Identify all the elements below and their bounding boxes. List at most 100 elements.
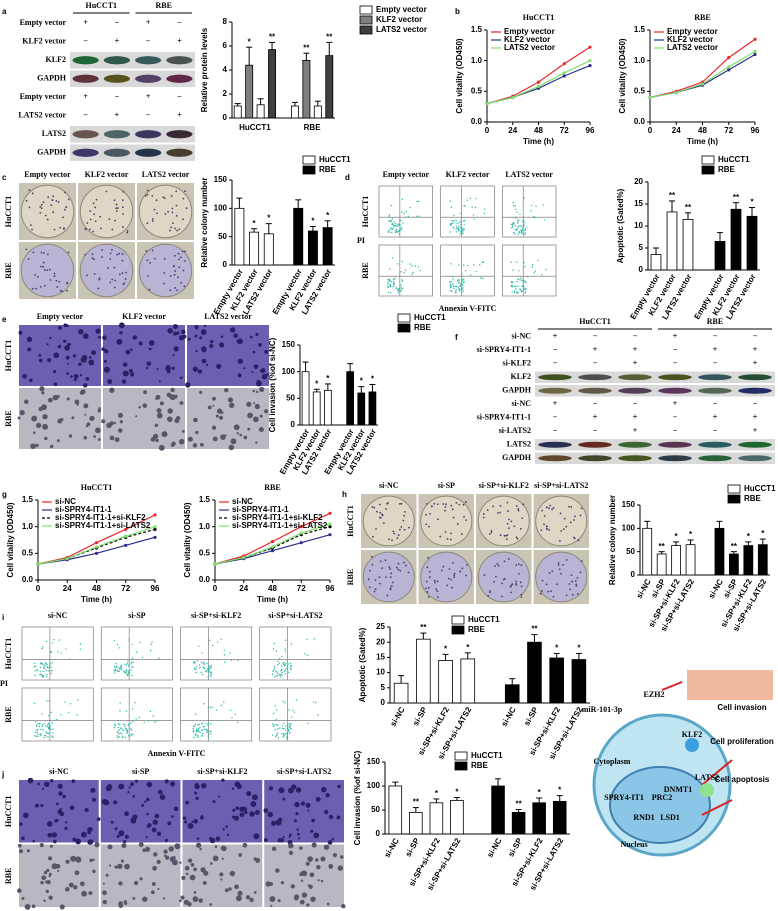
cell bbox=[70, 855, 77, 862]
cell bbox=[250, 801, 257, 807]
event bbox=[40, 734, 42, 737]
cell bbox=[280, 881, 285, 885]
event bbox=[523, 265, 526, 268]
event bbox=[461, 273, 463, 276]
blot-sign: − bbox=[593, 359, 598, 368]
bar bbox=[293, 207, 304, 266]
event bbox=[117, 670, 119, 673]
column-header: Empty vector bbox=[37, 312, 84, 321]
y-tick-label: 50 bbox=[218, 232, 227, 241]
colony bbox=[121, 272, 124, 275]
cell bbox=[71, 779, 76, 784]
cell bbox=[196, 837, 200, 840]
significance: * bbox=[267, 214, 271, 223]
column-header: LATS2 vector bbox=[142, 170, 190, 179]
event bbox=[285, 662, 287, 664]
colony bbox=[494, 565, 496, 567]
x-tick-label: si-SP bbox=[506, 836, 524, 858]
colony bbox=[181, 250, 184, 253]
colony bbox=[113, 199, 116, 202]
cell bbox=[164, 779, 169, 784]
event bbox=[290, 668, 292, 671]
cell bbox=[212, 436, 218, 442]
cell bbox=[217, 795, 221, 798]
blot-row-label: si-NC bbox=[511, 332, 531, 341]
cell bbox=[145, 366, 149, 370]
cell bbox=[267, 811, 273, 818]
panel-letter: e bbox=[2, 315, 7, 324]
colony bbox=[579, 571, 582, 574]
event bbox=[456, 227, 458, 229]
blot-row-label: GAPDH bbox=[502, 453, 532, 462]
event bbox=[462, 230, 464, 232]
y-tick-label: 1.0 bbox=[634, 56, 646, 65]
colony bbox=[541, 579, 544, 582]
colony bbox=[378, 576, 381, 579]
event bbox=[284, 701, 286, 704]
colony bbox=[381, 567, 384, 570]
colony bbox=[545, 583, 548, 586]
event bbox=[113, 726, 115, 729]
point bbox=[124, 527, 128, 531]
event bbox=[50, 652, 52, 654]
significance: ** bbox=[669, 191, 676, 200]
event bbox=[463, 281, 465, 283]
colony bbox=[118, 252, 121, 255]
event bbox=[34, 731, 37, 733]
cell bbox=[164, 838, 169, 843]
colony bbox=[149, 262, 152, 264]
event bbox=[515, 229, 518, 231]
event bbox=[389, 220, 391, 222]
event bbox=[130, 722, 132, 725]
event bbox=[114, 725, 116, 727]
event bbox=[515, 208, 517, 210]
column-header: LATS2 vector bbox=[505, 170, 553, 179]
event bbox=[521, 232, 523, 235]
colony bbox=[163, 282, 166, 285]
bar bbox=[325, 55, 334, 119]
x-tick-label: 24 bbox=[239, 584, 248, 593]
colony bbox=[571, 580, 574, 583]
blot-sign: + bbox=[713, 413, 718, 422]
y-tick-label: 15 bbox=[376, 653, 385, 662]
cell bbox=[235, 895, 242, 902]
colony bbox=[59, 289, 62, 292]
legend-swatch bbox=[454, 751, 468, 761]
event bbox=[33, 662, 36, 664]
event bbox=[211, 644, 214, 647]
event bbox=[194, 734, 196, 736]
point bbox=[753, 37, 757, 41]
row-label: HuCCT1 bbox=[4, 638, 13, 670]
event bbox=[289, 724, 292, 727]
event bbox=[391, 223, 393, 226]
blot-band bbox=[578, 387, 612, 394]
cell bbox=[228, 887, 232, 891]
event bbox=[118, 736, 120, 738]
event bbox=[450, 222, 452, 225]
colony bbox=[453, 576, 456, 579]
cell bbox=[66, 362, 69, 365]
cell bbox=[114, 437, 120, 443]
colony bbox=[175, 190, 178, 193]
cell bbox=[282, 835, 285, 838]
cell bbox=[237, 890, 243, 896]
blot-band bbox=[618, 441, 652, 448]
event bbox=[518, 270, 520, 272]
event bbox=[45, 670, 48, 672]
event bbox=[522, 285, 524, 287]
event bbox=[288, 709, 290, 711]
colony bbox=[43, 269, 46, 271]
event bbox=[155, 720, 157, 722]
event bbox=[135, 718, 137, 720]
point bbox=[485, 102, 489, 106]
event bbox=[290, 667, 292, 669]
significance: * bbox=[311, 217, 315, 226]
cell bbox=[167, 416, 173, 422]
event bbox=[451, 283, 454, 286]
event bbox=[463, 278, 465, 281]
event bbox=[390, 204, 392, 207]
event bbox=[115, 670, 117, 672]
event bbox=[392, 278, 395, 281]
cell bbox=[39, 386, 45, 392]
cell bbox=[142, 896, 148, 902]
